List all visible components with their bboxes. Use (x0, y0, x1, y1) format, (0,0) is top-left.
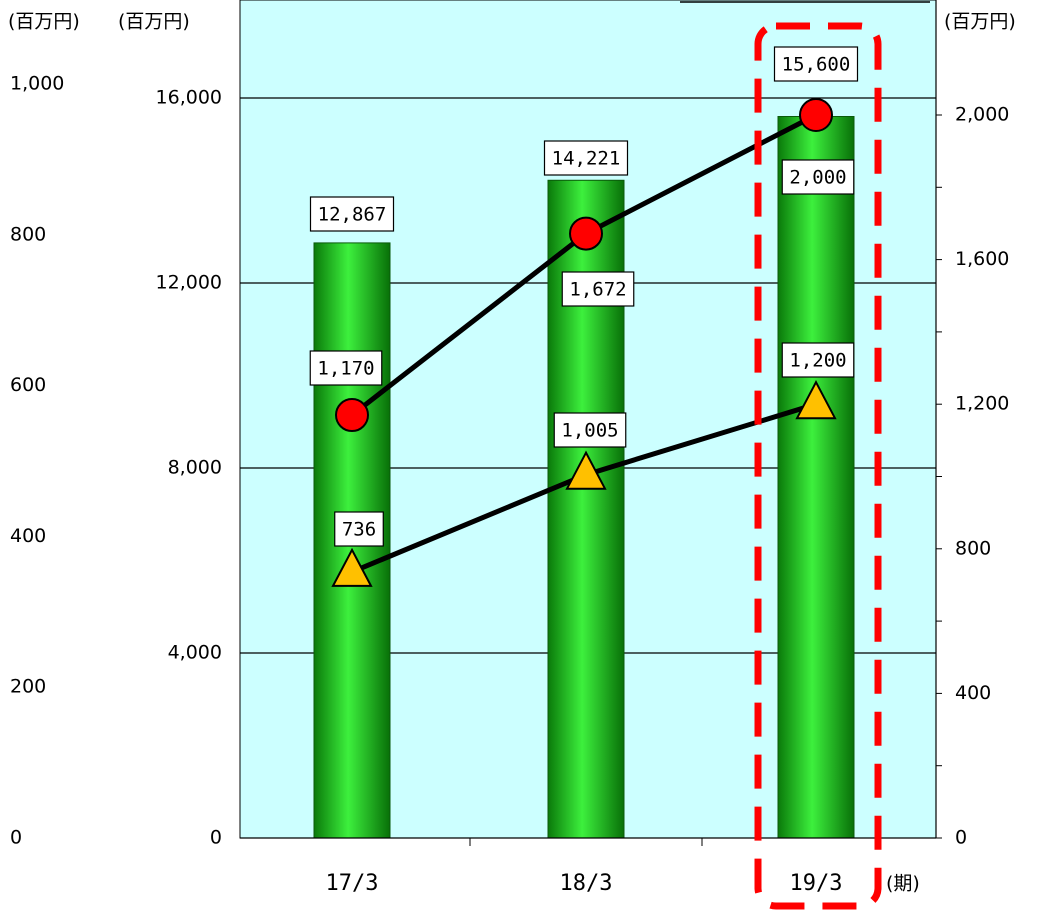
right-axis-tick-label: 2,000 (955, 104, 1009, 126)
right-axis-tick-label: 1,600 (955, 248, 1009, 270)
data-label: 15,600 (782, 54, 851, 76)
right-axis-tick-label: 0 (955, 827, 967, 849)
bar-axis-tick-label: 4,000 (168, 642, 222, 664)
data-label: 2,000 (789, 167, 846, 189)
data-label: 1,200 (789, 350, 846, 372)
data-label-box (553, 412, 627, 448)
bar-axis-tick-label: 0 (210, 827, 222, 849)
data-label-box (773, 46, 859, 82)
data-label: 1,672 (569, 279, 626, 301)
category-label: 19/3 (790, 871, 843, 896)
triangle-marker (565, 450, 607, 490)
category-label: 17/3 (326, 871, 379, 896)
outer-axis-tick-label: 400 (10, 525, 46, 547)
outer-axis-unit: (百万円) (8, 11, 80, 33)
circle-marker (569, 216, 603, 251)
right-axis-tick-label: 400 (955, 682, 991, 704)
data-label: 736 (342, 519, 376, 541)
x-axis-unit: (期) (886, 873, 920, 895)
data-label: 1,170 (317, 358, 374, 380)
data-label: 1,005 (561, 420, 618, 442)
outer-axis-tick-label: 600 (10, 374, 46, 396)
outer-axis-tick-label: 200 (10, 676, 46, 698)
circle-marker (799, 98, 833, 132)
right-axis-tick-label: 1,200 (955, 393, 1009, 415)
bar-axis-tick-label: 16,000 (156, 87, 222, 109)
data-label-box (334, 511, 384, 547)
outer-axis-tick-label: 800 (10, 223, 46, 245)
bar-axis-unit: (百万円) (118, 11, 190, 33)
data-label-box (781, 159, 855, 195)
right-axis-tick-label: 800 (955, 537, 991, 559)
data-label-box (781, 342, 855, 378)
data-label-box (561, 271, 635, 307)
bar-axis-tick-label: 12,000 (156, 272, 222, 294)
triangle-marker (795, 380, 837, 420)
data-label-box (309, 196, 395, 232)
outer-axis-tick-label: 1,000 (10, 73, 64, 95)
data-label-box (543, 140, 629, 176)
highlight-box (754, 22, 882, 910)
outer-axis-tick-label: 0 (10, 827, 22, 849)
bar-axis-tick-label: 8,000 (168, 457, 222, 479)
circle-marker (335, 398, 369, 433)
bar (777, 116, 855, 839)
data-label: 14,221 (552, 148, 621, 170)
data-label: 12,867 (318, 204, 387, 226)
right-axis-unit: (百万円) (944, 11, 1016, 33)
category-label: 18/3 (560, 871, 613, 896)
data-label-box (309, 350, 383, 386)
triangle-marker (331, 547, 373, 587)
